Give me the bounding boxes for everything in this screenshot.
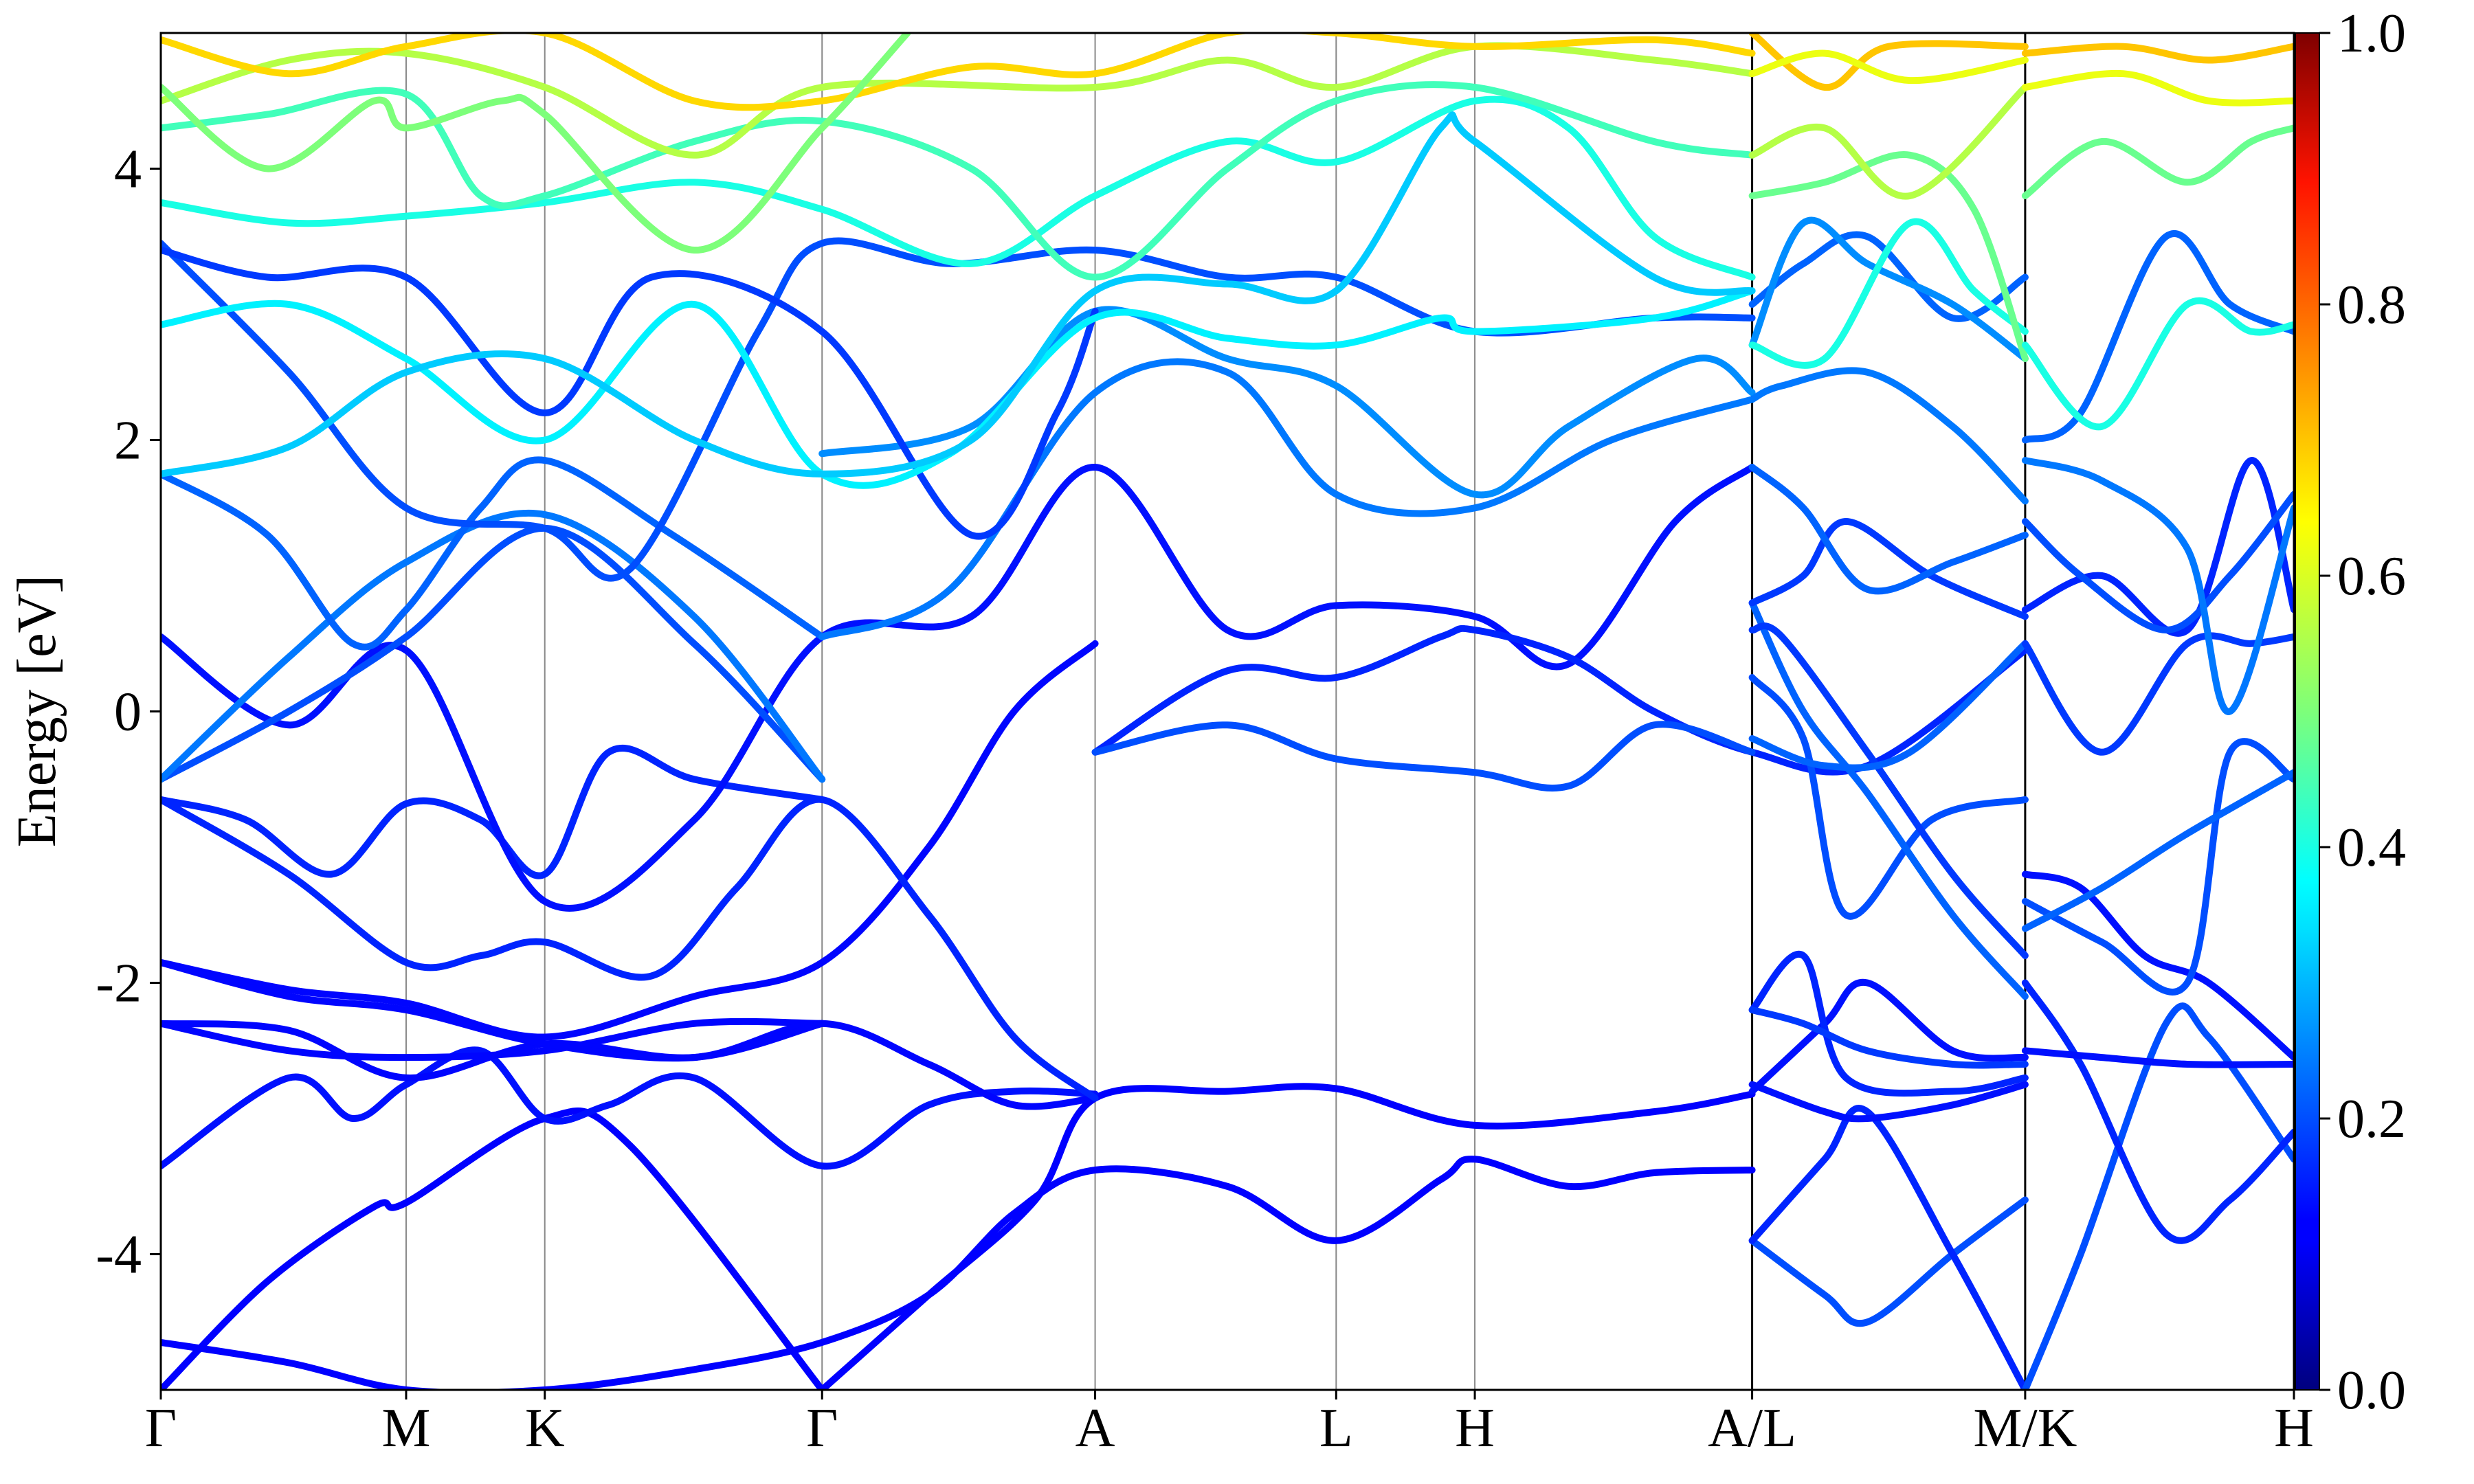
band-line	[2021, 870, 2294, 1061]
band-line	[161, 247, 1099, 540]
colorbar-tick-label: 0.0	[2337, 1360, 2406, 1421]
band-line	[1748, 84, 2029, 200]
colorbar-gradient	[2295, 32, 2320, 1391]
band-line	[818, 1083, 1756, 1390]
band-line	[2021, 491, 2294, 633]
colorbar-tick-label: 0.4	[2337, 818, 2406, 878]
band-line	[161, 796, 1099, 1102]
x-tick-label: H	[1455, 1398, 1495, 1459]
band-line	[2021, 230, 2294, 444]
band-line	[2021, 124, 2294, 199]
band-line	[818, 306, 1756, 499]
band-line	[1091, 625, 2029, 776]
band-line	[161, 287, 1756, 489]
x-tick-label: Γ	[145, 1398, 177, 1459]
x-axis: Γ M K Γ A L H A/L M/K H	[145, 1390, 2314, 1459]
band-line	[1748, 49, 2029, 85]
band-line	[2021, 979, 2294, 1244]
band-line	[2021, 632, 2294, 756]
y-axis: -4 -2 0 2 4	[96, 139, 161, 1285]
band-line	[161, 524, 826, 783]
band-line	[2021, 69, 2294, 106]
x-tick-label: K	[525, 1398, 565, 1459]
band-line	[1748, 978, 2029, 1095]
band-line	[1748, 640, 2029, 772]
band-line	[161, 111, 1756, 477]
band-line	[1748, 1196, 2029, 1327]
band-line	[1748, 151, 2029, 362]
band-line	[1748, 622, 2029, 959]
x-tick-label: A/L	[1708, 1398, 1796, 1459]
colorbar-tick-label: 0.8	[2337, 275, 2406, 335]
band-line	[2021, 738, 2294, 996]
colorbar-tick-label: 1.0	[2337, 3, 2406, 64]
colorbar: 0.0 0.2 0.4 0.6 0.8 1.0	[2295, 3, 2406, 1421]
x-tick-label: L	[1319, 1398, 1353, 1459]
kpath-lines	[405, 33, 2027, 1390]
band-line	[1748, 1007, 2029, 1069]
y-tick-label: 2	[114, 411, 142, 471]
band-line	[1748, 464, 2029, 595]
band-line	[2021, 297, 2294, 431]
band-line	[1748, 950, 2029, 1097]
band-line	[161, 1018, 826, 1061]
band-line	[818, 358, 1756, 640]
x-tick-label: A	[1076, 1398, 1115, 1459]
band-line	[2021, 43, 2294, 64]
x-tick-label: Γ	[806, 1398, 838, 1459]
x-tick-label: H	[2274, 1398, 2314, 1459]
bands	[161, 33, 2294, 1390]
band-line	[161, 1156, 1756, 1390]
band-line	[1748, 599, 2029, 1000]
band-line	[1748, 518, 2029, 620]
colorbar-tick-label: 0.6	[2337, 546, 2406, 607]
y-tick-label: -4	[96, 1225, 142, 1285]
band-line	[1748, 1105, 2029, 1390]
band-line	[1091, 721, 1756, 792]
band-line	[161, 463, 1756, 912]
band-line	[1748, 674, 2029, 920]
band-line	[161, 33, 911, 254]
band-line	[161, 1108, 826, 1390]
band-line	[161, 744, 826, 879]
band-line	[2021, 1002, 2294, 1390]
band-line	[2021, 769, 2294, 932]
band-line	[1748, 231, 2029, 322]
band-line	[161, 958, 826, 1062]
y-tick-label: 0	[114, 682, 142, 743]
y-axis-label: Energy [eV]	[7, 575, 67, 847]
colorbar-tick-label: 0.2	[2337, 1089, 2406, 1149]
band-line	[161, 1046, 1099, 1170]
colorbar-ticks: 0.0 0.2 0.4 0.6 0.8 1.0	[2319, 3, 2406, 1421]
band-line	[161, 456, 826, 651]
band-line	[1748, 216, 2029, 362]
y-tick-label: -2	[96, 954, 142, 1014]
band-line	[1748, 1081, 2029, 1123]
band-line	[1748, 218, 2029, 369]
y-tick-label: 4	[114, 139, 142, 200]
x-tick-label: M	[381, 1398, 430, 1459]
band-line	[161, 640, 1099, 1041]
band-line	[161, 95, 1756, 281]
band-line	[2021, 457, 2294, 715]
band-line	[2021, 1047, 2294, 1068]
x-tick-label: M/K	[1973, 1398, 2077, 1459]
band-line	[161, 81, 1756, 281]
band-line	[161, 33, 1756, 111]
band-line	[1748, 367, 2029, 505]
